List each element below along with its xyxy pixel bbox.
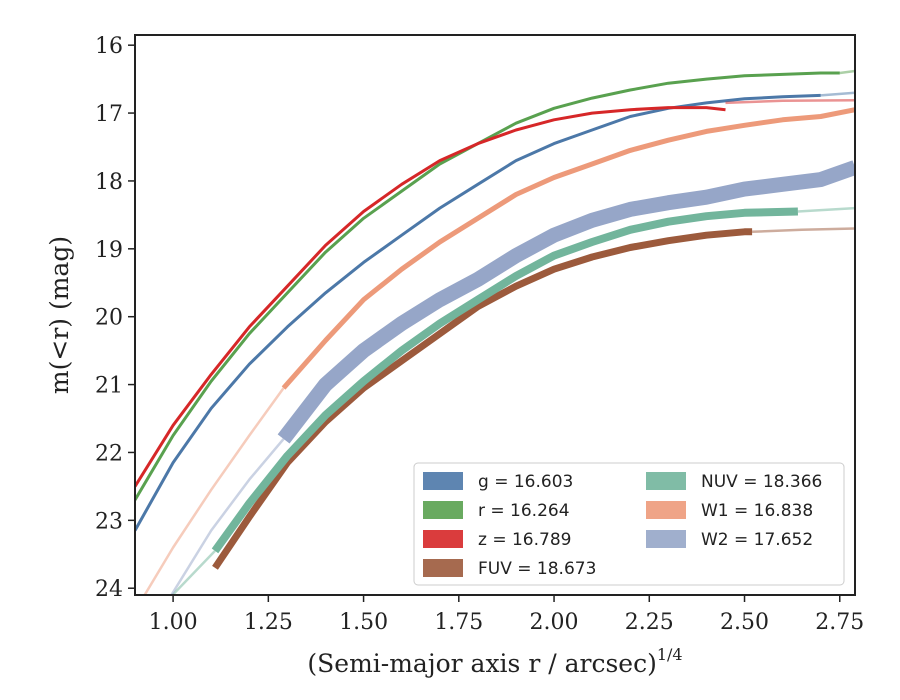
y-tick-label: 24 [95,577,123,602]
y-tick-label: 19 [95,238,123,263]
series-nuv-line [211,207,798,554]
series-fuv-line [212,228,753,570]
series-w1-extension [143,387,285,595]
legend-label-z: z = 16.789 [478,530,571,550]
y-axis: 16 17 18 19 20 21 22 23 24 [95,34,135,602]
legend-label-r: r = 16.264 [478,501,570,521]
series-z-line [135,106,726,488]
x-tick-label: 2.75 [815,610,864,635]
legend-box [413,462,845,586]
series-g-line [135,93,821,532]
y-tick-label: 21 [95,374,123,399]
series-r-extension [839,69,855,75]
series-w1-line [281,107,855,390]
x-axis: 1.00 1.25 1.50 1.75 2.00 2.25 2.50 2.75 [149,595,864,635]
x-tick-label: 2.25 [625,610,674,635]
plot-frame [134,34,856,596]
y-axis-label: m(<r) (mag) [45,236,74,394]
legend-label-fuv: FUV = 18.673 [478,559,596,579]
legend-swatch-nuv [646,472,686,490]
series-nuv-extension [170,550,216,595]
x-tick-label: 1.25 [244,610,293,635]
legend-label-w1: W1 = 16.838 [701,501,813,521]
x-axis-label-text: (Semi-major axis r / arcsec) [307,649,656,678]
series-nuv-extension [797,206,855,213]
x-tick-label: 1.75 [434,610,483,635]
series-fuv-extension [752,227,855,234]
y-tick-label: 16 [95,34,123,59]
legend-swatch-r [423,501,463,519]
legend-swatch-z [423,530,463,548]
legend: g = 16.603 r = 16.264 z = 16.789 FUV = 18.6… [413,462,845,586]
series-layer [135,69,855,595]
x-tick-label: 2.50 [720,610,769,635]
series-z-extension [725,98,855,105]
legend-swatch-w2 [646,530,686,548]
x-tick-label: 2.00 [530,610,579,635]
legend-swatch-fuv [423,559,463,577]
series-g-extension [820,91,855,97]
y-tick-label: 22 [95,441,123,466]
series-r-line [135,71,840,501]
x-axis-label-superscript: 1/4 [657,645,683,664]
series-w2-extension [169,438,285,595]
x-axis-label: (Semi-major axis r / arcsec)1/4 [307,645,682,678]
x-tick-label: 1.00 [149,610,198,635]
legend-label-nuv: NUV = 18.366 [701,472,822,492]
y-tick-label: 20 [95,306,123,331]
y-tick-label: 18 [95,170,123,195]
legend-swatch-g [423,472,463,490]
y-tick-label: 17 [95,102,123,127]
y-tick-label: 23 [95,509,123,534]
legend-label-w2: W2 = 17.652 [701,530,813,550]
legend-swatch-w1 [646,501,686,519]
x-tick-label: 1.50 [339,610,388,635]
series-w2-line [277,160,855,444]
legend-label-g: g = 16.603 [478,472,573,492]
